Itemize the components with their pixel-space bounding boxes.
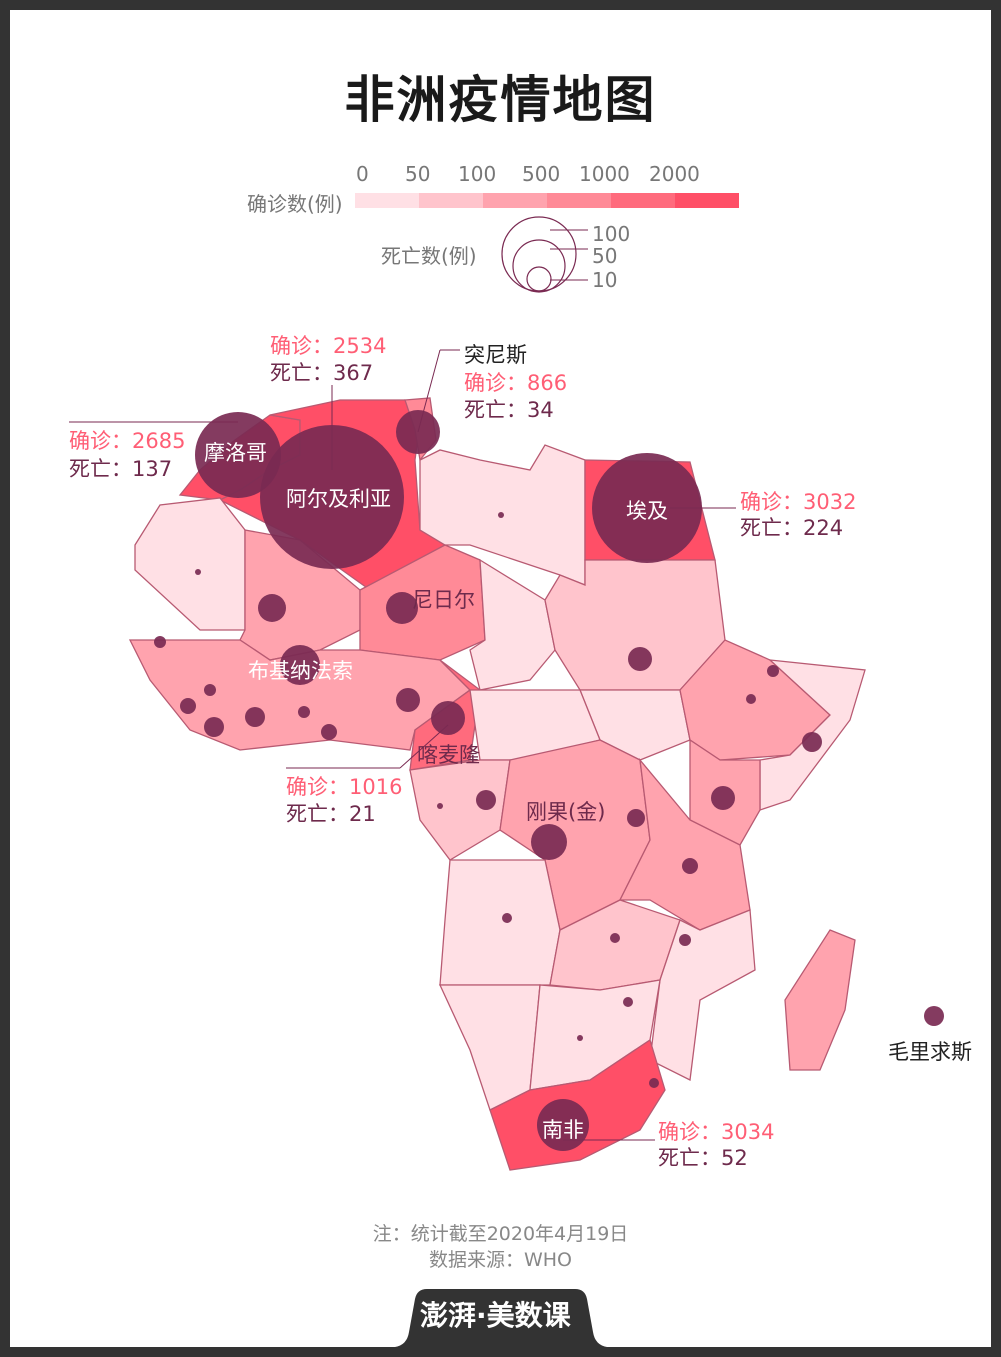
bubble-cote-divoire	[245, 707, 265, 727]
mauritius-label: 毛里求斯	[888, 1040, 972, 1064]
bubble-niger	[386, 592, 418, 624]
bubble-togo	[298, 706, 310, 718]
cutoff-note: 注：统计截至2020年4月19日	[372, 1223, 629, 1245]
bubble-drc	[531, 824, 567, 860]
legend-death-circle	[512, 239, 566, 293]
brand-name: 澎湃·美数课	[420, 1299, 571, 1332]
algeria-confirmed: 确诊：2534	[270, 334, 387, 358]
bubble-somalia	[802, 732, 822, 752]
burkina-faso-label: 布基纳法索	[248, 659, 353, 683]
country-angola	[439, 859, 561, 986]
bubble-angola	[502, 913, 512, 923]
cameroon-confirmed: 确诊：1016	[286, 775, 403, 799]
south-africa-label: 南非	[542, 1118, 584, 1142]
confirmed-tick: 100	[458, 162, 497, 186]
bubble-zimbabwe	[623, 997, 633, 1007]
legend-swatch	[483, 193, 547, 208]
bubble-egypt	[592, 453, 702, 563]
tunisia-confirmed: 确诊：866	[464, 371, 568, 395]
deaths-tick-50: 50	[592, 244, 618, 268]
morocco-confirmed: 确诊：2685	[69, 429, 186, 453]
bubble-djibouti	[767, 665, 779, 677]
country-namibia	[438, 984, 541, 1111]
bubble-nigeria	[396, 688, 420, 712]
bubble-kenya	[711, 786, 735, 810]
bubble-morocco	[195, 412, 281, 498]
confirmed-tick: 500	[522, 162, 561, 186]
country-sudan	[544, 559, 726, 691]
bubble-libya	[498, 512, 504, 518]
tunisia-deaths: 死亡：34	[464, 398, 554, 422]
country-congo-gabon	[409, 759, 511, 861]
legend-swatch	[675, 193, 739, 208]
egypt-label: 埃及	[626, 499, 668, 523]
bubble-burkina-faso	[280, 645, 320, 685]
bubble-sierra-leone	[180, 698, 196, 714]
south-africa-confirmed: 确诊：3034	[658, 1120, 775, 1144]
source-note: 数据来源：WHO	[428, 1249, 573, 1271]
confirmed-tick: 2000	[649, 162, 700, 186]
cameroon-deaths: 死亡：21	[286, 802, 376, 826]
bubble-mauritius	[924, 1006, 944, 1026]
country-mozambique	[649, 909, 756, 1081]
country-niger	[359, 544, 486, 661]
algeria-label: 阿尔及利亚	[286, 487, 391, 511]
country-madagascar	[784, 929, 856, 1071]
legend-swatch	[547, 193, 611, 208]
brand-logo-tab	[395, 1289, 607, 1357]
bubble-senegal	[154, 636, 166, 648]
cameroon-label: 喀麦隆	[417, 743, 480, 767]
bubble-cameroon	[431, 701, 465, 735]
confirmed-tick: 0	[356, 162, 369, 186]
morocco-deaths: 死亡：137	[69, 457, 173, 481]
south-africa-deaths: 死亡：52	[658, 1146, 748, 1170]
bubble-eswatini	[649, 1078, 659, 1088]
page-title: 非洲疫情地图	[344, 71, 657, 129]
deaths-tick-10: 10	[592, 268, 618, 292]
niger-label: 尼日尔	[412, 588, 475, 612]
bubble-congo	[476, 790, 496, 810]
bubble-tanzania	[682, 858, 698, 874]
bubble-mali	[258, 594, 286, 622]
legend-death-circle	[526, 266, 552, 292]
callout-leader	[399, 724, 449, 769]
confirmed-tick: 1000	[579, 162, 630, 186]
confirmed-legend-label: 确诊数(例)	[247, 192, 343, 216]
deaths-tick-100: 100	[592, 222, 631, 246]
egypt-confirmed: 确诊：3032	[740, 490, 857, 514]
bubble-rwanda	[627, 809, 645, 827]
bubble-mauritania	[195, 569, 201, 575]
bubble-gabon	[437, 803, 443, 809]
legend-swatch	[419, 193, 483, 208]
bubble-botswana	[577, 1035, 583, 1041]
deaths-legend-label: 死亡数(例)	[381, 244, 477, 268]
bubble-sudan	[628, 647, 652, 671]
drc-label: 刚果(金)	[526, 800, 606, 824]
callout-leader	[417, 349, 441, 433]
bubble-ghana	[321, 724, 337, 740]
bubble-zambia	[610, 933, 620, 943]
bubble-liberia	[204, 717, 224, 737]
bubble-south-africa	[537, 1099, 589, 1151]
algeria-deaths: 死亡：367	[270, 361, 374, 385]
bubble-ethiopia	[746, 694, 756, 704]
egypt-deaths: 死亡：224	[740, 516, 844, 540]
bubble-guinea	[204, 684, 216, 696]
country-mauritania	[134, 497, 246, 631]
legend-swatch	[611, 193, 675, 208]
morocco-label: 摩洛哥	[204, 441, 267, 465]
legend-swatch	[355, 193, 419, 208]
tunisia-label: 突尼斯	[464, 343, 527, 367]
bubble-malawi	[679, 934, 691, 946]
confirmed-tick: 50	[405, 162, 431, 186]
bubble-algeria	[260, 425, 404, 569]
